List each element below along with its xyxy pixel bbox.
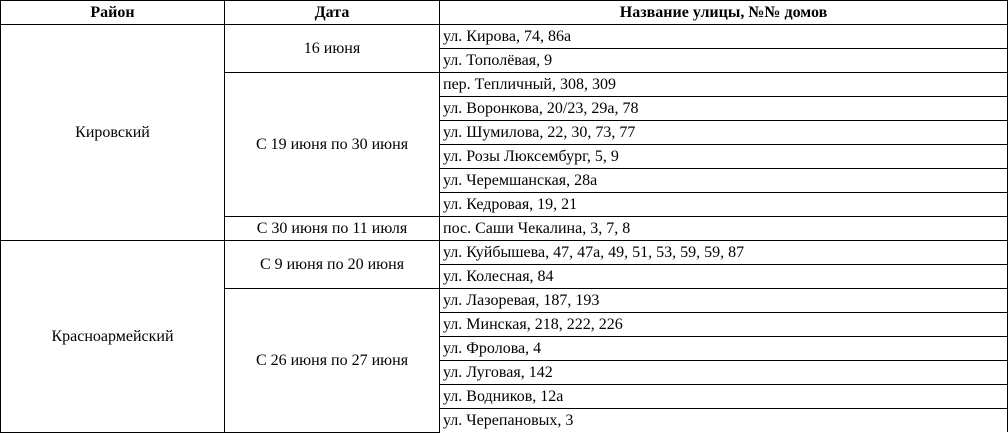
district-cell-krasnoarmeysky: Красноармейский (0, 240, 225, 433)
date-cell: С 30 июня по 11 июля (224, 216, 440, 241)
district-cell-kirovsky: Кировский (0, 24, 225, 241)
table-row: ул. Водников, 12а (1, 384, 1008, 409)
address-cell: ул. Шумилова, 22, 30, 73, 77 (439, 120, 1008, 145)
address-cell: ул. Фролова, 4 (439, 336, 1008, 361)
table-row: ул. Кедровая, 19, 21 (1, 192, 1008, 217)
table-row: С 30 июня по 11 июля пос. Саши Чекалина,… (1, 216, 1008, 241)
address-cell: ул. Лазоревая, 187, 193 (439, 288, 1008, 313)
table-row: ул. Воронкова, 20/23, 29а, 78 (1, 96, 1008, 121)
date-cell: 16 июня (224, 24, 440, 73)
date-cell: С 26 июня по 27 июня (224, 288, 440, 433)
header-district: Район (0, 0, 225, 25)
address-cell: ул. Черепановых, 3 (439, 408, 1008, 432)
address-cell: пер. Тепличный, 308, 309 (439, 72, 1008, 97)
table-row: ул. Минская, 218, 222, 226 (1, 312, 1008, 337)
address-cell: ул. Куйбышева, 47, 47а, 49, 51, 53, 59, … (439, 240, 1008, 265)
address-cell: ул. Тополёвая, 9 (439, 48, 1008, 73)
table-row: ул. Фролова, 4 (1, 336, 1008, 361)
table-row: ул. Тополёвая, 9 (1, 48, 1008, 73)
table-row: ул. Розы Люксембург, 5, 9 (1, 144, 1008, 169)
address-cell: ул. Кирова, 74, 86а (439, 24, 1008, 49)
table-row: ул. Черемшанская, 28а (1, 168, 1008, 193)
header-street: Название улицы, №№ домов (439, 0, 1008, 25)
date-cell: С 9 июня по 20 июня (224, 240, 440, 289)
address-cell: ул. Водников, 12а (439, 384, 1008, 409)
address-cell: ул. Кедровая, 19, 21 (439, 192, 1008, 217)
address-cell: пос. Саши Чекалина, 3, 7, 8 (439, 216, 1008, 241)
address-cell: ул. Колесная, 84 (439, 264, 1008, 289)
address-cell: ул. Минская, 218, 222, 226 (439, 312, 1008, 337)
table-row: С 26 июня по 27 июня ул. Лазоревая, 187,… (1, 288, 1008, 433)
header-date: Дата (224, 0, 440, 25)
table-row: ул. Черепановых, 3 (1, 408, 1008, 432)
address-cell: ул. Воронкова, 20/23, 29а, 78 (439, 96, 1008, 121)
date-cell: С 19 июня по 30 июня (224, 72, 440, 217)
table-row: Кировский 16 июня ул. Кирова, 74, 86а (0, 24, 1008, 241)
table-row: Красноармейский С 9 июня по 20 июня ул. … (0, 240, 1008, 433)
table-row: С 19 июня по 30 июня пер. Тепличный, 308… (1, 72, 1008, 217)
address-cell: ул. Луговая, 142 (439, 360, 1008, 385)
address-cell: ул. Розы Люксембург, 5, 9 (439, 144, 1008, 169)
address-cell: ул. Черемшанская, 28а (439, 168, 1008, 193)
header-row: Район Дата Название улицы, №№ домов (0, 0, 1008, 25)
table-row: ул. Колесная, 84 (1, 264, 1008, 289)
